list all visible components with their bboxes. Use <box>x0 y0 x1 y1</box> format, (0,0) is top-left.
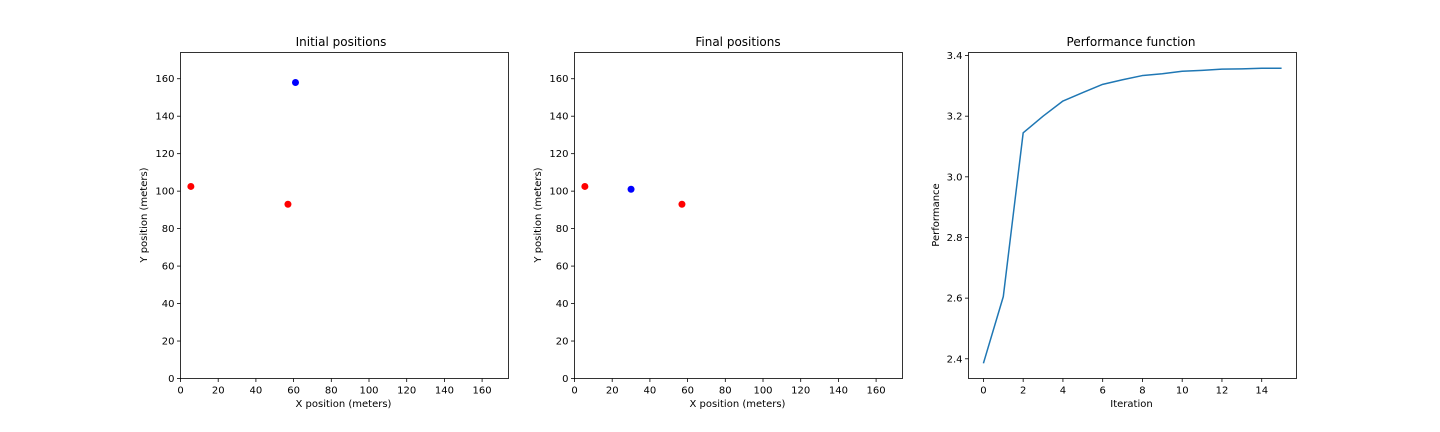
x-axis-label: X position (meters) <box>690 399 786 410</box>
y-tick-label: 2.6 <box>947 294 963 305</box>
x-tick-label: 60 <box>681 386 694 397</box>
y-tick-label: 20 <box>556 337 569 348</box>
panel-performance-function: Performance function 0 2 4 6 8 10 12 14 2.4 2.6 2.… <box>931 35 1297 410</box>
y-tick-label: 100 <box>549 187 568 198</box>
y-tick-label: 80 <box>162 224 175 235</box>
plot-area: 0 2 4 6 8 10 12 14 2.4 2.6 2.8 3.0 3.2 3.4 <box>947 51 1297 397</box>
y-axis-label: Performance <box>931 183 942 246</box>
axes-frame <box>574 52 903 379</box>
plot-area: 0 20 40 60 80 100 120 140 160 0 20 40 60 80 100 120 140 1… <box>155 52 509 397</box>
chart-title: Performance function <box>1067 35 1196 49</box>
chart-title: Final positions <box>695 35 780 49</box>
y-axis-label: Y position (meters) <box>139 167 150 263</box>
data-point <box>678 200 686 208</box>
x-tick-label: 100 <box>753 386 772 397</box>
chart-title: Initial positions <box>296 35 387 49</box>
y-tick-label: 120 <box>155 149 174 160</box>
data-point <box>284 200 292 208</box>
x-tick-label: 40 <box>250 386 263 397</box>
y-tick-label: 3.4 <box>947 51 963 62</box>
y-tick-label: 160 <box>549 74 568 85</box>
data-point <box>581 182 589 190</box>
x-tick-label: 80 <box>719 386 732 397</box>
data-point <box>291 78 299 86</box>
x-axis-label: X position (meters) <box>296 399 392 410</box>
y-tick-label: 100 <box>155 187 174 198</box>
data-point <box>187 182 195 190</box>
y-tick-label: 0 <box>168 374 174 385</box>
y-axis-label: Y position (meters) <box>533 167 544 263</box>
y-tick-label: 40 <box>162 299 175 310</box>
x-tick-label: 14 <box>1255 386 1268 397</box>
axes-frame <box>180 52 509 379</box>
y-tick-label: 60 <box>162 262 175 273</box>
x-tick-label: 2 <box>1020 386 1026 397</box>
x-tick-label: 6 <box>1099 386 1105 397</box>
y-tick-label: 140 <box>155 112 174 123</box>
x-tick-label: 8 <box>1139 386 1145 397</box>
y-tick-label: 60 <box>556 262 569 273</box>
x-tick-label: 10 <box>1176 386 1189 397</box>
x-tick-label: 60 <box>287 386 300 397</box>
y-tick-label: 80 <box>556 224 569 235</box>
y-tick-label: 2.4 <box>947 354 963 365</box>
panel-initial-positions: Initial positions 0 20 40 60 80 100 120 140 1600… <box>139 35 509 410</box>
y-tick-label: 3.2 <box>947 112 963 123</box>
y-tick-label: 40 <box>556 299 569 310</box>
x-tick-label: 160 <box>473 386 492 397</box>
y-tick-label: 3.0 <box>947 172 963 183</box>
y-tick-label: 2.8 <box>947 233 963 244</box>
x-tick-label: 140 <box>829 386 848 397</box>
axes-frame <box>968 52 1297 379</box>
x-tick-label: 0 <box>980 386 986 397</box>
y-tick-label: 140 <box>549 112 568 123</box>
x-tick-label: 100 <box>359 386 378 397</box>
x-tick-label: 0 <box>177 386 183 397</box>
plot-area: 0 20 40 60 80 100 120 140 160 0 20 40 60 80 100 120 140 1… <box>549 52 903 397</box>
x-tick-label: 80 <box>325 386 338 397</box>
x-axis-label: Iteration <box>1110 399 1152 410</box>
series-line <box>982 67 1282 364</box>
x-tick-label: 140 <box>435 386 454 397</box>
y-tick-label: 120 <box>549 149 568 160</box>
x-tick-label: 0 <box>571 386 577 397</box>
panel-final-positions: Final positions 0 20 40 60 80 100 120 140 160 0 20… <box>533 35 903 410</box>
x-tick-label: 120 <box>397 386 416 397</box>
x-tick-label: 4 <box>1060 386 1066 397</box>
x-tick-label: 40 <box>644 386 657 397</box>
y-tick-label: 0 <box>562 374 568 385</box>
y-tick-label: 20 <box>162 337 175 348</box>
x-tick-label: 20 <box>212 386 225 397</box>
y-tick-label: 160 <box>155 74 174 85</box>
x-tick-label: 20 <box>606 386 619 397</box>
x-tick-label: 120 <box>791 386 810 397</box>
x-tick-label: 160 <box>867 386 886 397</box>
x-tick-label: 12 <box>1216 386 1229 397</box>
data-point <box>627 185 635 193</box>
